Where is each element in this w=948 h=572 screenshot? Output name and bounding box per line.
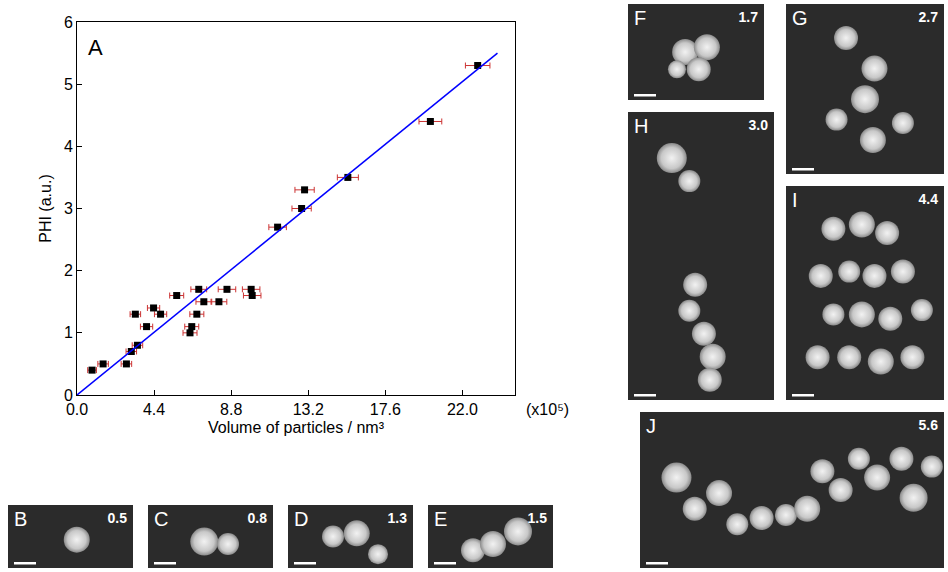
svg-text:5.6: 5.6 [919,417,939,433]
svg-text:H: H [634,115,648,137]
svg-text:I: I [792,189,798,211]
svg-text:F: F [634,7,646,29]
svg-text:J: J [646,415,656,437]
svg-text:6: 6 [64,14,73,31]
svg-text:1.7: 1.7 [739,9,759,25]
svg-text:PHI (a.u.): PHI (a.u.) [37,174,54,242]
svg-text:17.6: 17.6 [370,401,401,418]
svg-text:3: 3 [64,200,73,217]
svg-text:(x10⁵): (x10⁵) [526,401,569,418]
svg-text:1.5: 1.5 [528,510,548,526]
svg-text:13.2: 13.2 [293,401,324,418]
svg-text:1.3: 1.3 [388,510,408,526]
svg-text:5: 5 [64,76,73,93]
svg-text:A: A [88,35,103,60]
svg-text:8.8: 8.8 [220,401,242,418]
svg-text:4: 4 [64,138,73,155]
svg-text:Volume of particles / nm³: Volume of particles / nm³ [208,419,385,436]
svg-text:0.0: 0.0 [66,401,88,418]
svg-text:2.7: 2.7 [919,9,939,25]
svg-text:0.5: 0.5 [108,510,128,526]
svg-text:G: G [792,7,808,29]
svg-text:4.4: 4.4 [919,191,939,207]
svg-text:22.0: 22.0 [447,401,478,418]
svg-text:0.8: 0.8 [248,510,268,526]
svg-text:1: 1 [64,324,73,341]
svg-text:0: 0 [64,387,73,404]
svg-text:3.0: 3.0 [749,117,769,133]
svg-text:E: E [434,508,447,530]
svg-text:4.4: 4.4 [143,401,165,418]
svg-text:D: D [294,508,308,530]
svg-text:2: 2 [64,262,73,279]
svg-text:B: B [14,508,27,530]
svg-text:C: C [154,508,168,530]
